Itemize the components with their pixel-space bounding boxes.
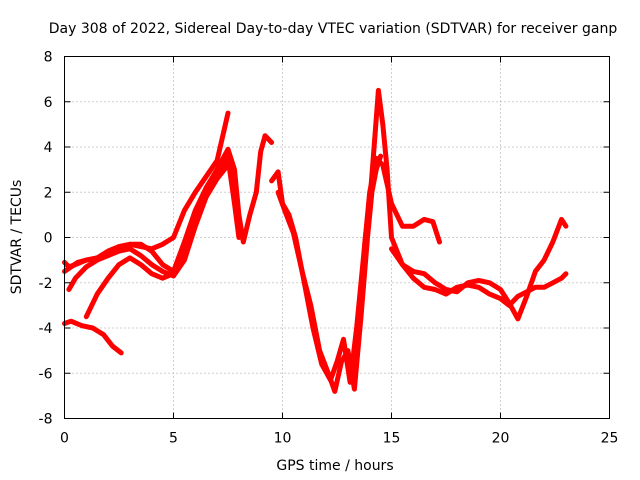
y-tick-label: 8 bbox=[44, 50, 53, 66]
y-tick-label: -2 bbox=[39, 276, 53, 292]
x-tick-label: 0 bbox=[60, 431, 69, 447]
data-series-group bbox=[62, 87, 569, 394]
series-trace-i bbox=[389, 216, 569, 322]
y-tick-label: -6 bbox=[39, 366, 53, 382]
y-tick-label: -4 bbox=[39, 321, 53, 337]
y-tick-label: 6 bbox=[44, 95, 53, 111]
y-tick-label: 4 bbox=[44, 140, 53, 156]
x-tick-label: 25 bbox=[601, 431, 619, 447]
y-tick-label: -8 bbox=[39, 412, 53, 428]
series-trace-c bbox=[66, 155, 242, 292]
x-tick-label: 5 bbox=[169, 431, 178, 447]
series-trace-d bbox=[83, 162, 231, 320]
series-trace-g bbox=[275, 153, 384, 394]
x-tick-label: 15 bbox=[383, 431, 401, 447]
y-axis-label: SDTVAR / TECUs bbox=[9, 180, 25, 295]
grid-lines bbox=[64, 56, 610, 419]
axis-ticks: 0 5 10 15 20 25 -8 -6 -4 -2 0 2 4 6 8 bbox=[39, 50, 619, 447]
x-tick-label: 10 bbox=[274, 431, 292, 447]
y-tick-label: 0 bbox=[44, 231, 53, 247]
series-trace-e bbox=[62, 318, 124, 356]
y-tick-label: 2 bbox=[44, 185, 53, 201]
chart-title: Day 308 of 2022, Sidereal Day-to-day VTE… bbox=[49, 21, 618, 37]
x-axis-label: GPS time / hours bbox=[276, 458, 393, 474]
series-trace-b bbox=[62, 133, 275, 274]
x-tick-label: 20 bbox=[492, 431, 510, 447]
